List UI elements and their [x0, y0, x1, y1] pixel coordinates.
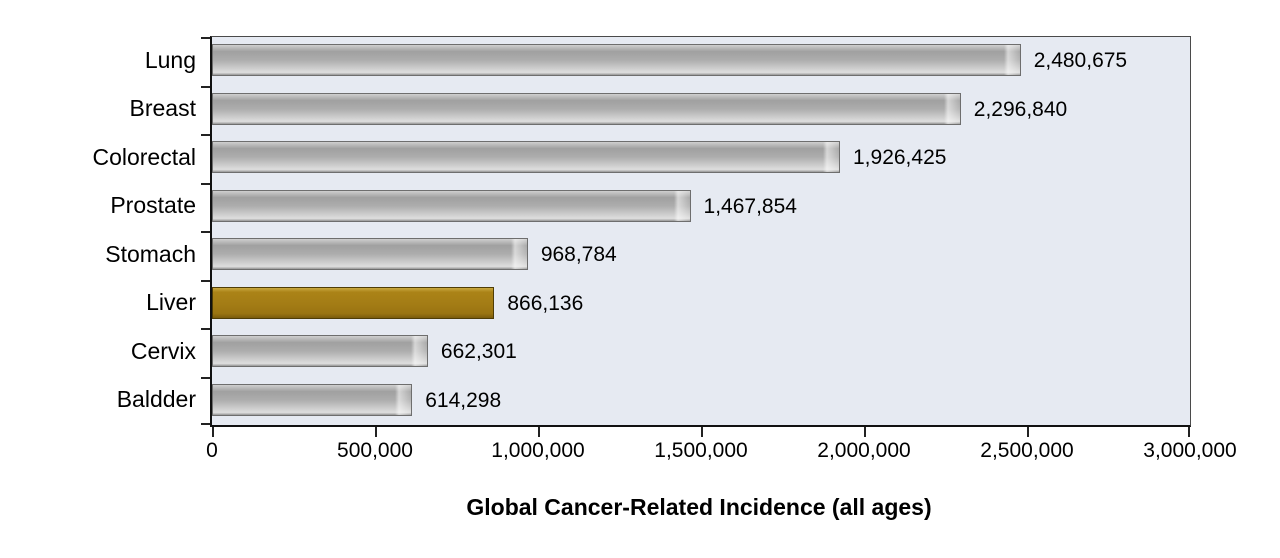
y-axis-tick — [201, 182, 210, 185]
value-label: 662,301 — [440, 340, 517, 364]
value-label: 2,296,840 — [973, 97, 1068, 121]
x-axis-tick-label: 0 — [206, 439, 218, 462]
y-axis-tick — [201, 279, 210, 282]
x-axis-tick-label: 2,000,000 — [817, 439, 911, 462]
bar — [212, 383, 413, 416]
category-label: Cervix — [130, 337, 196, 364]
x-axis-tick — [701, 427, 703, 437]
value-label: 968,784 — [540, 243, 617, 267]
x-axis-tick-label: 1,000,000 — [491, 439, 585, 462]
bar — [212, 238, 528, 270]
x-axis-tick — [1188, 427, 1190, 437]
category-label: Baldder — [116, 386, 196, 413]
x-axis-tick — [1027, 427, 1029, 437]
x-axis-tick — [212, 427, 214, 437]
bar — [212, 189, 691, 222]
value-label: 1,926,425 — [853, 146, 947, 170]
x-axis-tick — [864, 427, 866, 437]
x-axis-tick — [375, 427, 377, 437]
y-axis-tick — [201, 231, 210, 233]
bar — [212, 141, 840, 173]
category-label: Stomach — [105, 240, 196, 267]
y-axis-tick — [201, 376, 210, 379]
category-label: Colorectal — [92, 143, 196, 170]
bar — [212, 335, 428, 367]
y-axis-tick — [201, 423, 210, 425]
value-label: 614,298 — [425, 388, 502, 412]
y-axis-tick — [201, 85, 210, 88]
plot-area: 2,480,675 2,296,840 1,926,425 1,467,854 968,… — [201, 36, 1237, 462]
y-axis-tick — [201, 134, 210, 136]
x-axis-title: Global Cancer-Related Incidence (all age… — [466, 494, 932, 520]
x-axis-tick-label: 500,000 — [337, 439, 413, 462]
bar — [212, 44, 1021, 76]
x-axis-tick-label: 1,500,000 — [654, 439, 748, 462]
bar — [212, 92, 961, 125]
category-label: Liver — [146, 289, 196, 316]
value-label: 866,136 — [507, 291, 584, 315]
category-label: Lung — [144, 46, 196, 73]
bar-highlighted — [212, 286, 495, 319]
y-axis-tick — [201, 328, 210, 330]
category-label: Prostate — [110, 192, 196, 219]
value-label: 2,480,675 — [1033, 49, 1128, 73]
y-axis-tick — [201, 37, 210, 39]
x-axis-tick — [538, 427, 540, 437]
x-axis-tick-label: 2,500,000 — [980, 439, 1074, 462]
category-label: Breast — [129, 95, 196, 122]
value-label: 1,467,854 — [703, 194, 797, 218]
category-axis: Lung Breast Colorectal Prostate Stomach Liver… — [0, 36, 196, 424]
x-axis-tick-label: 3,000,000 — [1143, 439, 1237, 462]
